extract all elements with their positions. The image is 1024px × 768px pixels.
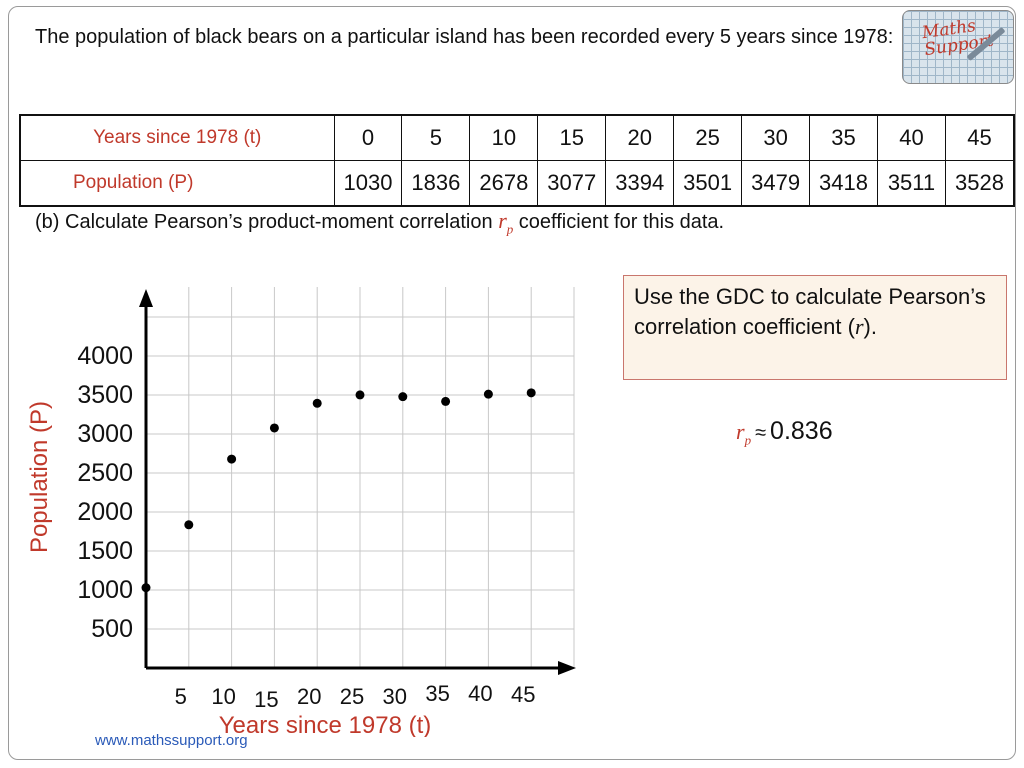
answer-r-symbol: rp	[736, 419, 752, 448]
year-cell: 5	[401, 114, 471, 161]
x-tick-label: 40	[468, 681, 492, 706]
year-cell: 30	[741, 114, 811, 161]
note-text-start: Use the GDC to calculate Pearson’s corre…	[634, 284, 986, 339]
y-axis-arrow-icon	[139, 289, 153, 307]
y-tick-label: 1000	[77, 576, 133, 604]
population-cell: 3394	[605, 160, 675, 207]
y-tick-label: 2500	[77, 459, 133, 487]
part-b-text-start: (b) Calculate Pearson’s product-moment c…	[35, 211, 499, 233]
approx-sign: ≈	[755, 422, 767, 444]
year-cell: 25	[673, 114, 743, 161]
years-row: Years since 1978 (t) 0 5 10 15 20 25 30 …	[19, 114, 1015, 161]
year-cell: 0	[333, 114, 403, 161]
x-tick-label: 20	[297, 684, 321, 709]
r-symbol: rp	[498, 208, 514, 237]
x-tick-label: 30	[383, 684, 407, 709]
y-tick-label: 4000	[77, 342, 133, 370]
y-tick-label: 3000	[77, 420, 133, 448]
data-point	[269, 423, 279, 433]
data-point	[398, 392, 408, 402]
data-point	[184, 520, 194, 530]
gdc-note-box: Use the GDC to calculate Pearson’s corre…	[623, 275, 1007, 380]
y-tick-label: 3500	[77, 381, 133, 409]
population-cell: 2678	[469, 160, 539, 207]
population-cell: 3528	[944, 160, 1015, 207]
r-subscript: p	[506, 221, 514, 237]
x-tick-label: 5	[175, 684, 187, 709]
x-tick-label: 25	[340, 684, 364, 709]
scatter-chart: 5 10 15 20 25 30 35 40 45 500 1000 1500 2000 2500 3000…	[26, 287, 576, 737]
year-cell: 15	[537, 114, 607, 161]
x-tick-label: 10	[211, 684, 235, 709]
population-cell: 3077	[537, 160, 607, 207]
year-cell: 35	[809, 114, 878, 161]
footer-url: www.mathssupport.org	[95, 732, 248, 749]
question-part-b: (b) Calculate Pearson’s product-moment c…	[35, 208, 724, 237]
population-cell: 3479	[741, 160, 811, 207]
data-point	[526, 388, 536, 398]
population-row-label: Population (P)	[19, 160, 335, 207]
x-axis-arrow-icon	[558, 661, 576, 675]
maths-support-logo: Maths Support	[902, 10, 1014, 84]
data-point	[227, 454, 237, 464]
data-point	[141, 583, 151, 593]
population-cell: 1836	[401, 160, 471, 207]
x-axis-title: Years since 1978 (t)	[219, 712, 432, 737]
note-text-end: ).	[863, 314, 877, 339]
data-table: Years since 1978 (t) 0 5 10 15 20 25 30 …	[19, 114, 1015, 207]
data-point	[312, 398, 322, 408]
year-cell: 45	[944, 114, 1015, 161]
population-cell: 3418	[809, 160, 878, 207]
note-r-symbol: r	[854, 314, 864, 339]
answer-r-letter: r	[736, 419, 745, 444]
part-b-text-end: coefficient for this data.	[513, 211, 725, 233]
y-tick-label: 1500	[77, 537, 133, 565]
population-cell: 3511	[877, 160, 946, 207]
y-tick-label: 500	[91, 615, 133, 643]
data-point	[355, 390, 365, 400]
population-cell: 1030	[333, 160, 403, 207]
y-tick-label: 2000	[77, 498, 133, 526]
year-cell: 40	[877, 114, 946, 161]
year-cell: 10	[469, 114, 539, 161]
years-row-label: Years since 1978 (t)	[19, 114, 335, 161]
data-point	[483, 389, 493, 399]
answer-value: rp ≈0.836	[736, 417, 833, 448]
answer-r-subscript: p	[744, 432, 752, 448]
slide: The population of black bears on a parti…	[8, 6, 1016, 760]
intro-text: The population of black bears on a parti…	[35, 26, 894, 48]
r-letter: r	[498, 208, 507, 233]
x-tick-label: 45	[511, 682, 535, 707]
data-point	[441, 396, 451, 406]
population-cell: 3501	[673, 160, 743, 207]
y-axis-title: Population (P)	[26, 401, 53, 553]
population-row: Population (P) 1030 1836 2678 3077 3394 …	[19, 160, 1015, 207]
x-tick-label: 35	[425, 681, 449, 706]
year-cell: 20	[605, 114, 675, 161]
answer-number: 0.836	[770, 417, 833, 445]
x-tick-label: 15	[254, 687, 278, 712]
